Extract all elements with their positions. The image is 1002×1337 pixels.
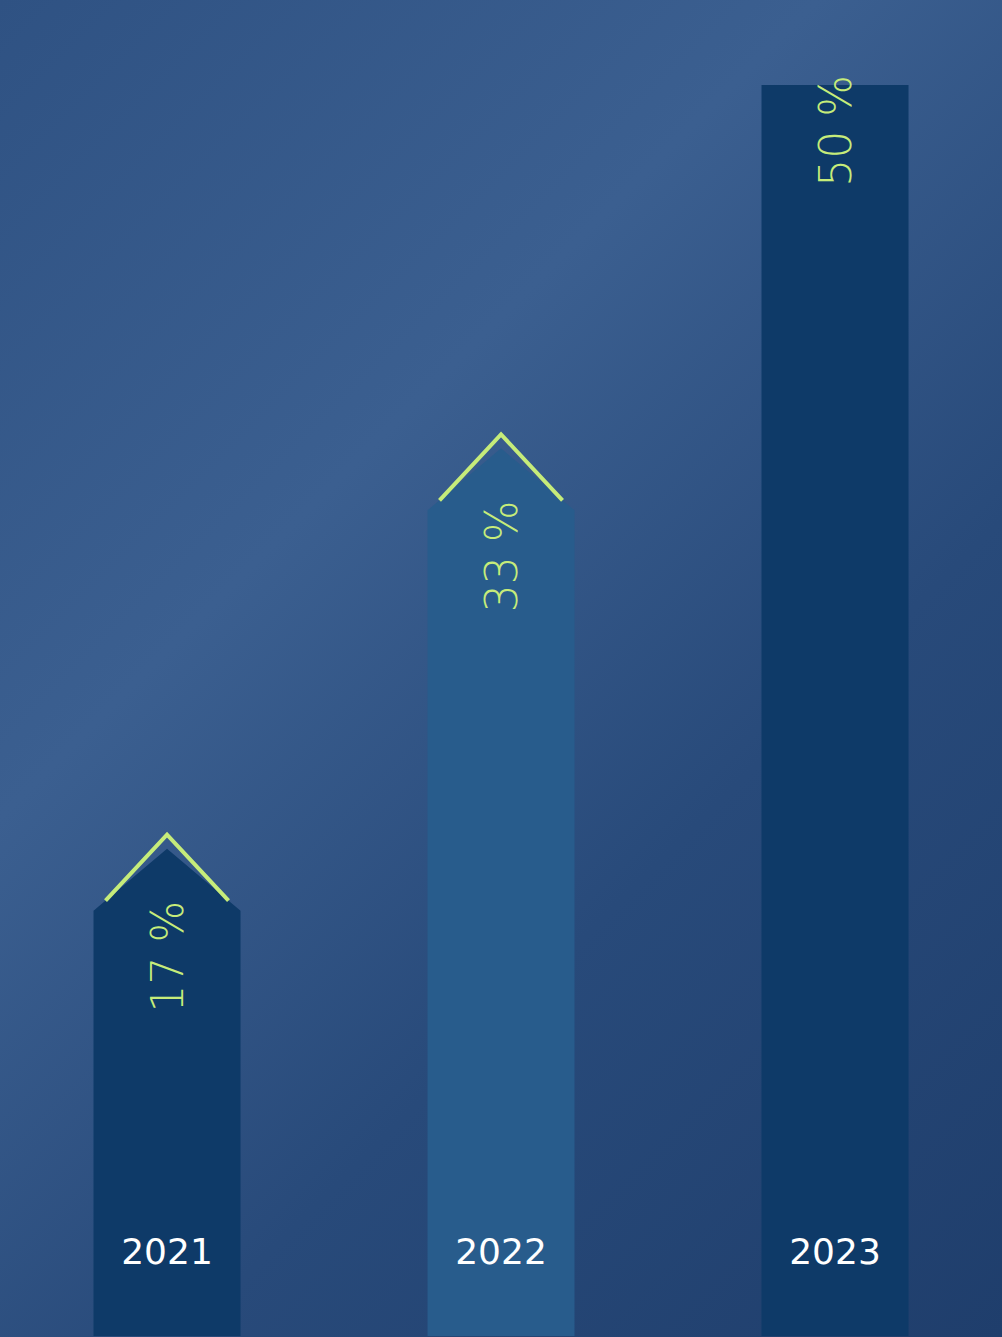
svg-text:2023: 2023 [789, 1231, 881, 1272]
svg-text:50 %: 50 % [810, 75, 861, 187]
svg-text:33 %: 33 % [476, 500, 527, 612]
svg-text:2021: 2021 [121, 1231, 213, 1272]
svg-text:2022: 2022 [455, 1231, 547, 1272]
svg-text:17 %: 17 % [142, 901, 193, 1013]
